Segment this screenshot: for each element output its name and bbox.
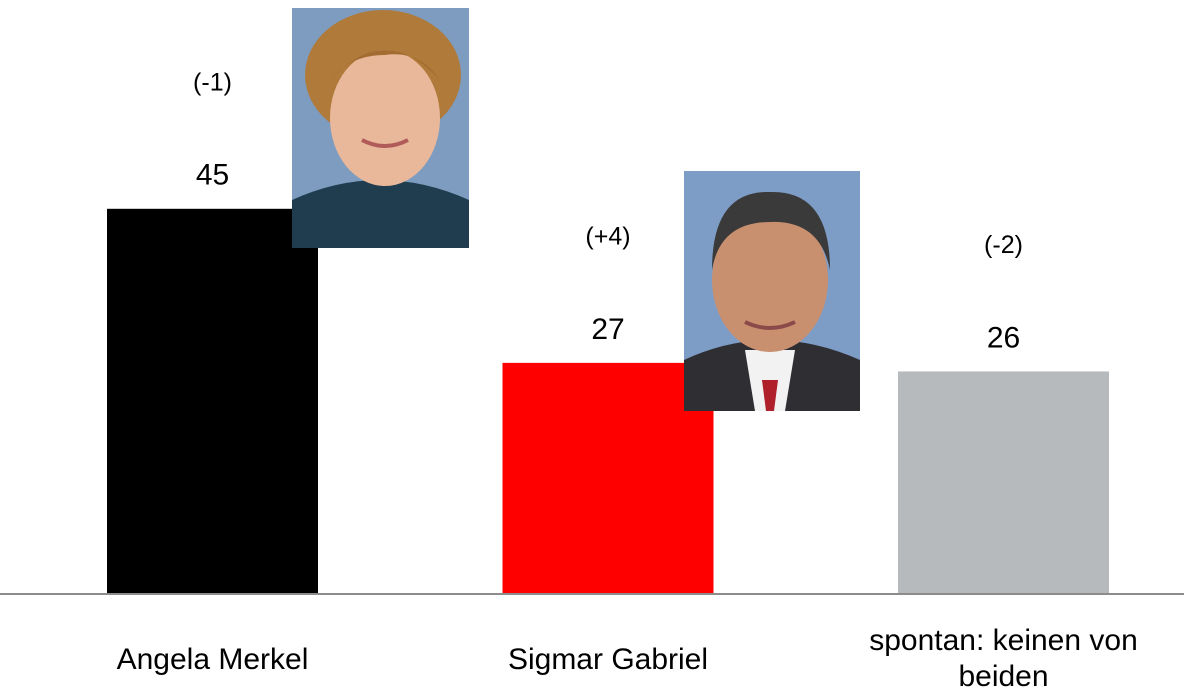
value-label: 27	[591, 313, 624, 346]
bar	[898, 371, 1109, 594]
photo-merkel	[292, 8, 469, 248]
photo-gabriel	[684, 171, 860, 411]
value-label: 26	[987, 321, 1020, 354]
x-tick-label: Sigmar Gabriel	[507, 643, 709, 676]
value-label: 45	[196, 159, 229, 192]
x-tick-label: spontan: keinen von beiden	[869, 624, 1138, 693]
change-annotation: (+4)	[585, 222, 630, 250]
change-annotation: (-2)	[984, 231, 1023, 259]
change-annotation: (-1)	[193, 68, 232, 96]
bar	[502, 362, 714, 594]
bar	[107, 208, 318, 595]
x-tick-label: Angela Merkel	[116, 643, 309, 676]
